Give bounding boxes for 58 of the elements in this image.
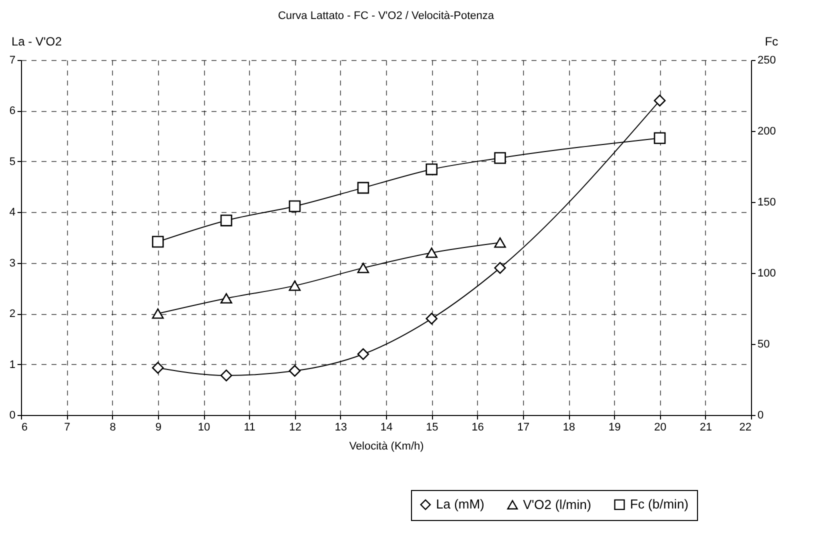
x-tick-label: 18: [562, 422, 576, 434]
point: [288, 280, 301, 291]
y-tick-label: 0: [9, 410, 16, 422]
y2-tick-label: 50: [758, 338, 770, 350]
y2-tick-label: 150: [758, 196, 776, 208]
point: [220, 214, 232, 226]
y-tick-label: 3: [9, 257, 16, 270]
y2-tick-label: 250: [758, 54, 776, 66]
x-tick-label: 20: [654, 422, 666, 434]
x-tick-label: 7: [64, 422, 70, 434]
x-tick-label: 9: [155, 422, 162, 434]
x-tick-label: 8: [110, 422, 116, 434]
x-tick-label: 14: [380, 422, 393, 434]
x-tick-label: 13: [334, 422, 347, 434]
y2-tick-label: 0: [758, 410, 764, 422]
point: [654, 94, 666, 106]
y-tick-label: 2: [9, 308, 16, 320]
x-tick-label: 15: [426, 422, 438, 434]
chart-title: Curva Lattato - FC - V'O2 / Velocità-Potenza: [278, 10, 495, 22]
point: [357, 348, 370, 360]
x-tick-label: 17: [517, 422, 530, 434]
point: [220, 370, 232, 382]
point: [654, 132, 666, 144]
x-tick-label: 12: [289, 422, 302, 434]
x-tick-label: 10: [198, 422, 210, 434]
y-tick-label: 7: [9, 54, 16, 66]
legend-label: La (mM): [436, 496, 484, 512]
x-tick-label: 16: [472, 422, 484, 434]
y-axis-title: La - V'O2: [12, 34, 62, 48]
point: [494, 262, 506, 274]
point: [494, 152, 506, 164]
point: [426, 312, 438, 325]
point: [426, 248, 438, 258]
point: [152, 236, 164, 248]
point: [288, 364, 301, 377]
point: [357, 182, 370, 194]
point: [357, 262, 370, 274]
y-tick-label: 6: [9, 105, 16, 118]
y-tick-label: 5: [9, 156, 16, 168]
x-tick-label: 19: [608, 422, 621, 434]
x-tick-label: 21: [700, 422, 712, 434]
y-tick-label: 1: [9, 358, 16, 371]
legend-label: Fc (b/min): [630, 496, 688, 512]
point: [152, 308, 164, 319]
y2-tick-label: 200: [758, 126, 776, 138]
x-tick-label: 6: [22, 422, 28, 434]
point: [426, 163, 438, 176]
point: [152, 362, 164, 374]
x-tick-label: 22: [739, 422, 752, 434]
x-axis-title: Velocità (Km/h): [349, 440, 424, 452]
point: [288, 200, 301, 212]
y2-axis-title: Fc: [764, 34, 778, 48]
legend-label: V'O2 (l/min): [523, 496, 592, 512]
x-tick-label: 11: [244, 422, 256, 434]
y2-tick-label: 100: [758, 268, 776, 280]
point: [494, 237, 506, 248]
point: [220, 293, 232, 304]
y-tick-label: 4: [9, 206, 16, 219]
